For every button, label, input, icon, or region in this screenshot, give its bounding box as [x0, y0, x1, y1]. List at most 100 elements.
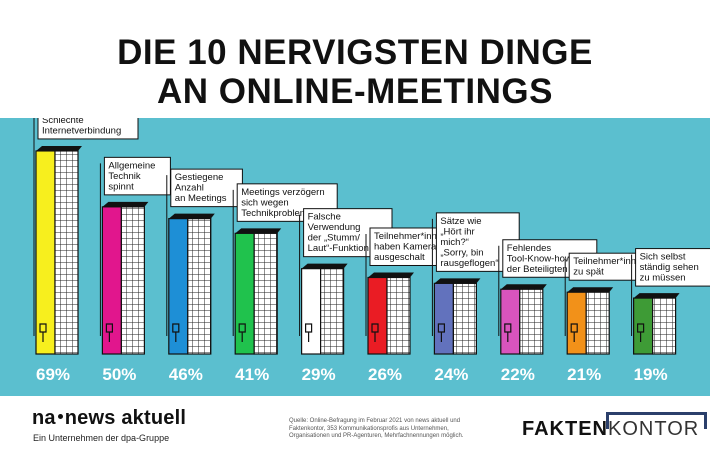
bar-7 — [433, 278, 481, 355]
bar-top-7 — [434, 278, 481, 284]
category-label-line: Tool-Know-how — [507, 253, 572, 264]
category-label-line: „Sorry, bin — [440, 247, 483, 258]
bar-4 — [234, 228, 282, 355]
bar-9 — [566, 287, 614, 355]
category-label-line: Schlechte — [42, 118, 84, 126]
category-label-line: Sätze wie — [440, 216, 481, 227]
category-label-line: Allgemeine — [108, 160, 155, 171]
news-aktuell-logo: na news aktuell — [32, 407, 186, 430]
bar-10 — [632, 293, 680, 355]
bar-top-3 — [168, 213, 215, 219]
bar-side-7 — [452, 282, 477, 355]
bar-top-5 — [301, 263, 348, 269]
bar-front-5 — [301, 268, 322, 355]
category-label-line: rausgeflogen“ — [440, 258, 498, 269]
bar-side-8 — [519, 288, 544, 355]
bar-front-9 — [566, 291, 587, 355]
bar-top-1 — [36, 145, 82, 151]
category-label-line: Falsche — [308, 212, 341, 223]
category-label-line: Technikproblemen — [241, 208, 318, 219]
value-label-1: 69% — [36, 365, 70, 384]
category-label-line: Verwendung — [308, 222, 361, 233]
value-label-2: 50% — [102, 365, 136, 384]
value-label-6: 26% — [368, 365, 402, 384]
bar-front-7 — [433, 282, 454, 355]
faktenkontor-logo: FAKTENKONTOR — [522, 418, 699, 441]
plug-icon — [305, 323, 313, 342]
plug-icon — [637, 323, 645, 342]
category-label-line: zu spät — [573, 267, 604, 278]
logo-kontor: KONTOR — [608, 418, 700, 440]
plug-icon — [570, 323, 578, 342]
category-label-line: „Hört ihr — [440, 226, 474, 237]
value-label-5: 29% — [302, 365, 336, 384]
bar-side-10 — [651, 297, 677, 355]
category-label-line: der Beteiligten — [507, 264, 568, 275]
value-label-8: 22% — [501, 365, 535, 384]
bar-front-8 — [500, 288, 521, 355]
plug-icon — [437, 323, 445, 342]
bar-side-6 — [386, 276, 411, 355]
bar-top-9 — [567, 287, 614, 293]
bar-front-4 — [234, 232, 255, 355]
bar-top-4 — [235, 228, 282, 234]
plug-icon — [39, 323, 47, 342]
bar-top-2 — [102, 201, 149, 207]
category-label-line: Laut“-Funktion — [308, 243, 369, 254]
chart-title-line-2: AN ONLINE-MEETINGS — [157, 72, 553, 111]
bar-side-2 — [120, 206, 146, 355]
logo-fakten: FAKTEN — [522, 418, 608, 440]
logo-na-name: news aktuell — [64, 407, 187, 429]
bar-8 — [500, 284, 547, 355]
plug-icon — [504, 323, 512, 342]
category-label-line: spinnt — [108, 181, 134, 192]
bar-front-3 — [168, 218, 189, 355]
news-aktuell-subtitle: Ein Unternehmen der dpa-Gruppe — [33, 433, 170, 443]
bar-2 — [101, 201, 149, 355]
category-label-line: Sich selbst — [640, 252, 686, 263]
plug-icon — [172, 323, 180, 342]
category-label-line: sich wegen — [241, 197, 289, 208]
chart-title-line-1: DIE 10 NERVIGSTEN DINGE — [117, 33, 593, 72]
category-label-line: Teilnehmer*innen — [573, 256, 646, 267]
plug-icon — [105, 323, 113, 342]
faktenkontor-logo-frame — [606, 412, 707, 429]
category-label-line: ständig sehen — [640, 262, 699, 273]
source-note: Quelle: Online-Befragung im Februar 2021… — [289, 418, 464, 439]
label-box — [635, 248, 710, 287]
value-label-4: 41% — [235, 365, 269, 384]
category-label-line: Anzahl — [175, 183, 204, 194]
footer — [0, 396, 710, 457]
plug-icon — [238, 323, 246, 342]
category-label-line: Technik — [108, 171, 140, 182]
label-box — [37, 118, 139, 140]
bar-front-6 — [367, 276, 388, 355]
bar-side-9 — [585, 291, 610, 355]
category-label-line: ausgeschalt — [374, 252, 425, 263]
category-label-line: Teilnehmer*innen — [374, 231, 447, 242]
category-label-line: Meetings verzögern — [241, 187, 324, 198]
category-label-line: Fehlendes — [507, 243, 552, 254]
category-label-line: mich?“ — [440, 237, 469, 248]
bar-1 — [35, 145, 82, 355]
plug-icon — [371, 323, 379, 342]
label-box — [170, 168, 243, 208]
bar-6 — [367, 272, 414, 355]
chart-panel: Schlechte Internetverbindung 69% Allgemeine… — [0, 118, 710, 396]
value-label-7: 24% — [434, 365, 468, 384]
category-label-line: der „Stumm/ — [308, 233, 361, 244]
category-label-line: zu müssen — [640, 273, 686, 284]
logo-na-prefix: na — [32, 407, 56, 429]
bar-top-10 — [633, 293, 680, 299]
category-label-line: Gestiegene — [175, 172, 224, 183]
bar-side-4 — [253, 232, 278, 355]
category-label-line: Internetverbindung — [42, 125, 121, 136]
bar-top-8 — [500, 284, 547, 290]
logo-dot-icon — [57, 414, 63, 420]
bar-side-5 — [320, 268, 345, 355]
